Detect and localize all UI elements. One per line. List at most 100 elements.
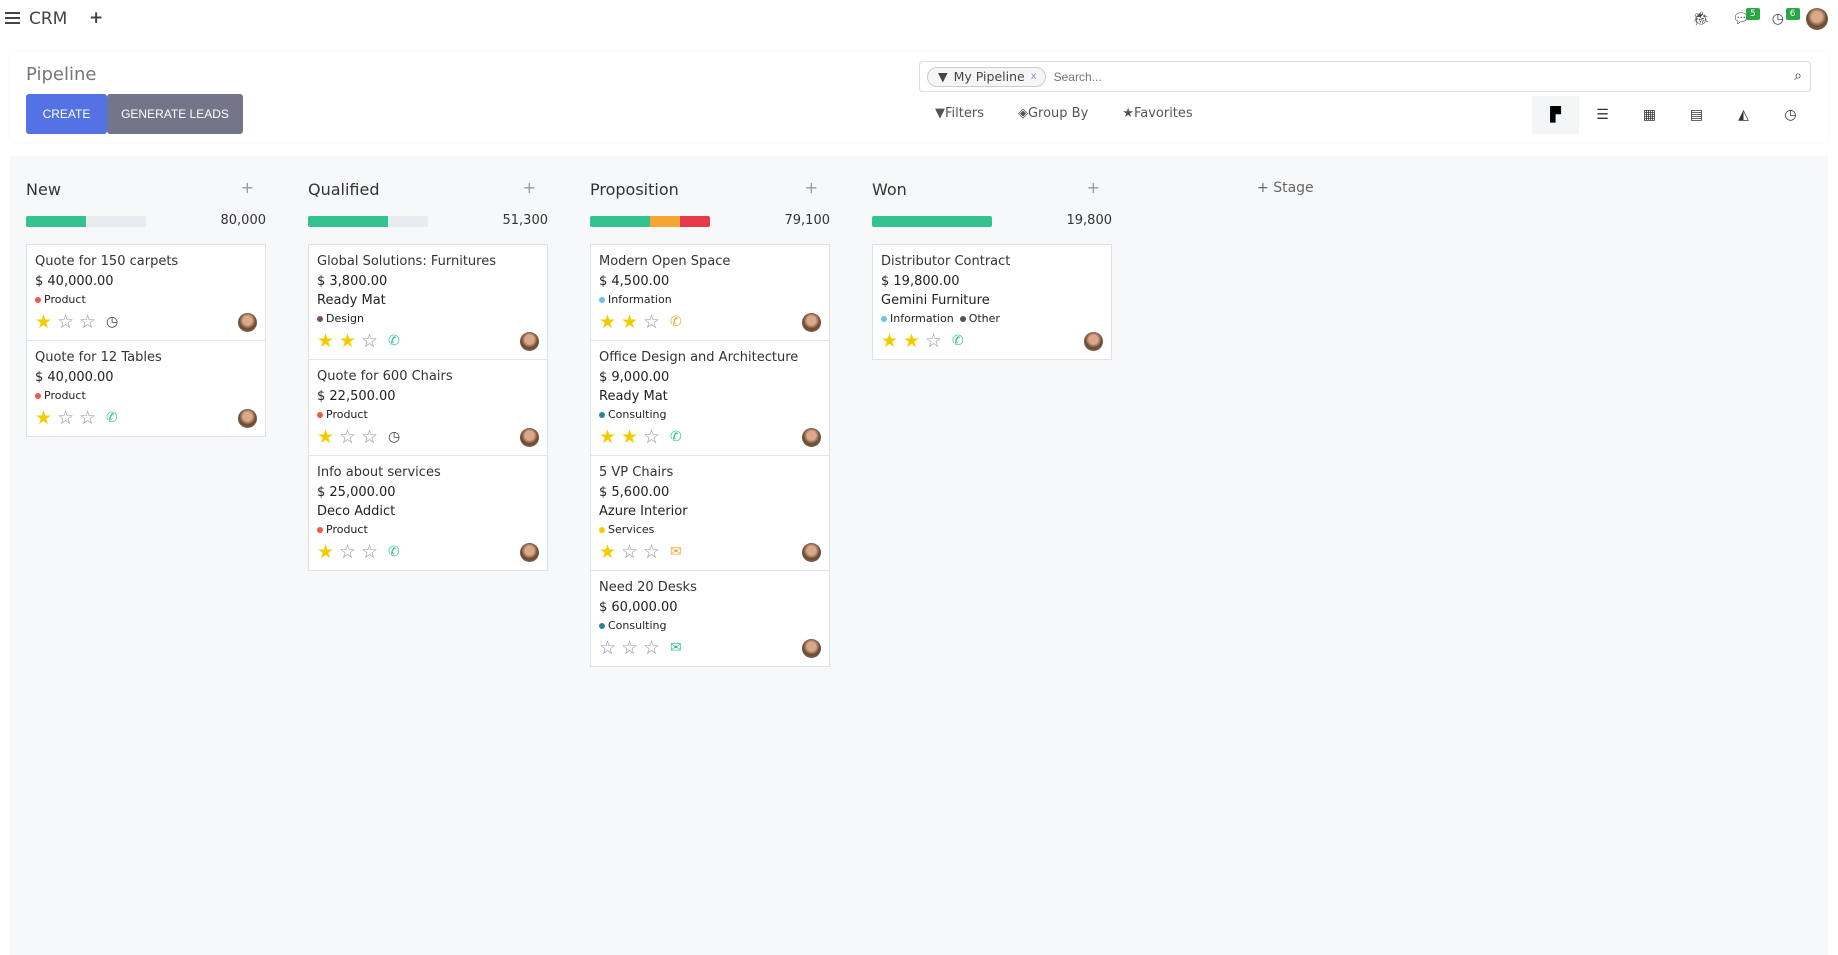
priority-star-icon[interactable]: ★ bbox=[903, 330, 921, 352]
priority-star-icon[interactable]: ☆ bbox=[599, 637, 617, 659]
group-by-button[interactable]: ◈Group By bbox=[1018, 106, 1088, 121]
view-switcher: ▛ ☰ ▦ ▤ ◭ ◷ bbox=[1532, 96, 1814, 134]
kanban-card[interactable]: Quote for 600 Chairs $ 22,500.00 Product ★… bbox=[309, 360, 547, 456]
priority-star-icon[interactable]: ☆ bbox=[643, 311, 661, 333]
envelope-icon[interactable]: ✉ bbox=[670, 544, 682, 560]
card-partner: Ready Mat bbox=[599, 389, 668, 404]
column-progress-bar[interactable] bbox=[26, 216, 146, 227]
clock-icon[interactable]: ◷ bbox=[388, 429, 401, 445]
envelope-icon[interactable]: ✉ bbox=[670, 640, 682, 656]
phone-icon[interactable]: ✆ bbox=[952, 333, 964, 349]
priority-star-icon[interactable]: ★ bbox=[621, 311, 639, 333]
calendar-view-icon[interactable]: ▦ bbox=[1642, 107, 1657, 123]
column-title[interactable]: Won bbox=[872, 180, 907, 199]
progress-segment[interactable] bbox=[872, 216, 992, 227]
column-title[interactable]: New bbox=[26, 180, 61, 199]
list-view-icon[interactable]: ☰ bbox=[1596, 107, 1609, 123]
bug-icon[interactable]: 🐞︎ bbox=[1692, 11, 1710, 27]
layers-icon: ◈ bbox=[1017, 106, 1028, 121]
priority-star-icon[interactable]: ☆ bbox=[79, 407, 97, 429]
quick-create-icon[interactable]: + bbox=[1086, 178, 1100, 197]
kanban-card[interactable]: Quote for 12 Tables $ 40,000.00 Product ★ ☆… bbox=[27, 341, 265, 436]
generate-leads-button[interactable]: GENERATE LEADS bbox=[107, 94, 243, 134]
column-progress-bar[interactable] bbox=[872, 216, 992, 227]
column-progress-bar[interactable] bbox=[590, 216, 710, 227]
tag: Design bbox=[317, 312, 364, 325]
kanban-card[interactable]: Quote for 150 carpets $ 40,000.00 Product… bbox=[27, 245, 265, 341]
phone-icon[interactable]: ✆ bbox=[388, 544, 400, 560]
kanban-card[interactable]: Info about services $ 25,000.00 Deco Addi… bbox=[309, 456, 547, 570]
progress-segment[interactable] bbox=[308, 216, 389, 227]
priority-star-icon[interactable]: ☆ bbox=[57, 311, 75, 333]
priority-star-icon[interactable]: ★ bbox=[35, 407, 53, 429]
pivot-view-icon[interactable]: ▤ bbox=[1689, 107, 1704, 123]
column-title[interactable]: Proposition bbox=[590, 180, 679, 199]
priority-star-icon[interactable]: ☆ bbox=[339, 426, 357, 448]
progress-segment[interactable] bbox=[590, 216, 650, 227]
plus-icon[interactable]: + bbox=[89, 8, 104, 28]
column-title[interactable]: Qualified bbox=[308, 180, 380, 199]
tag-color-dot bbox=[599, 412, 605, 418]
activities-button[interactable]: ◷ 6 bbox=[1772, 8, 1800, 27]
search-icon[interactable]: ⌕ bbox=[1794, 68, 1802, 84]
activity-view-icon[interactable]: ◷ bbox=[1784, 107, 1797, 123]
priority-star-icon[interactable]: ★ bbox=[881, 330, 899, 352]
phone-icon[interactable]: ✆ bbox=[388, 333, 400, 349]
favorites-button[interactable]: ★Favorites bbox=[1122, 106, 1192, 121]
kanban-card[interactable]: Distributor Contract $ 19,800.00 Gemini F… bbox=[873, 245, 1111, 359]
tag-color-dot bbox=[881, 316, 887, 322]
column-progress-bar[interactable] bbox=[308, 216, 428, 227]
add-stage-button[interactable]: + Stage bbox=[1257, 180, 1314, 196]
priority-star-icon[interactable]: ☆ bbox=[79, 311, 97, 333]
priority-star-icon[interactable]: ☆ bbox=[339, 541, 357, 563]
priority-star-icon[interactable]: ☆ bbox=[621, 637, 639, 659]
messages-button[interactable]: 💬︎ 5 bbox=[1732, 8, 1760, 27]
priority-star-icon[interactable]: ☆ bbox=[361, 541, 379, 563]
priority-star-icon[interactable]: ★ bbox=[317, 426, 335, 448]
kanban-card[interactable]: Office Design and Architecture $ 9,000.0… bbox=[591, 341, 829, 456]
priority-star-icon[interactable]: ★ bbox=[599, 311, 617, 333]
priority-star-icon[interactable]: ☆ bbox=[643, 426, 661, 448]
tag: Product bbox=[35, 389, 86, 402]
progress-segment[interactable] bbox=[650, 216, 680, 227]
quick-create-icon[interactable]: + bbox=[240, 178, 254, 197]
priority-star-icon[interactable]: ☆ bbox=[57, 407, 75, 429]
priority-star-icon[interactable]: ☆ bbox=[643, 541, 661, 563]
progress-segment[interactable] bbox=[26, 216, 86, 227]
priority-star-icon[interactable]: ★ bbox=[621, 426, 639, 448]
priority-star-icon[interactable]: ★ bbox=[35, 311, 53, 333]
priority-star-icon[interactable]: ★ bbox=[599, 541, 617, 563]
priority-star-icon[interactable]: ★ bbox=[317, 330, 335, 352]
kanban-card[interactable]: Need 20 Desks $ 60,000.00 Consulting ☆ ☆ ☆ ✉ bbox=[591, 571, 829, 666]
clock-icon[interactable]: ◷ bbox=[106, 314, 119, 330]
menu-icon[interactable] bbox=[5, 12, 20, 24]
priority-star-icon[interactable]: ★ bbox=[339, 330, 357, 352]
kanban-view-icon[interactable]: ▛ bbox=[1532, 96, 1579, 134]
salesperson-avatar bbox=[802, 313, 821, 332]
remove-facet-icon[interactable]: x bbox=[1030, 70, 1037, 82]
priority-star-icon[interactable]: ☆ bbox=[621, 541, 639, 563]
priority-star-icon[interactable]: ☆ bbox=[361, 426, 379, 448]
graph-view-icon[interactable]: ◭ bbox=[1738, 107, 1749, 123]
phone-icon[interactable]: ✆ bbox=[670, 429, 682, 445]
priority-star-icon[interactable]: ★ bbox=[317, 541, 335, 563]
app-name[interactable]: CRM bbox=[29, 9, 68, 29]
progress-segment[interactable] bbox=[680, 216, 710, 227]
priority-star-icon[interactable]: ☆ bbox=[643, 637, 661, 659]
user-avatar[interactable] bbox=[1806, 8, 1828, 30]
priority-star-icon[interactable]: ★ bbox=[599, 426, 617, 448]
quick-create-icon[interactable]: + bbox=[804, 178, 818, 197]
quick-create-icon[interactable]: + bbox=[522, 178, 536, 197]
priority-star-icon[interactable]: ☆ bbox=[361, 330, 379, 352]
search-input[interactable] bbox=[1053, 69, 1780, 84]
filters-button[interactable]: ▼Filters bbox=[935, 106, 984, 121]
page-title: Pipeline bbox=[26, 64, 97, 85]
kanban-card[interactable]: 5 VP Chairs $ 5,600.00 Azure Interior Serv… bbox=[591, 456, 829, 571]
kanban-card[interactable]: Modern Open Space $ 4,500.00 Information ★… bbox=[591, 245, 829, 341]
kanban-card[interactable]: Global Solutions: Furnitures $ 3,800.00 R… bbox=[309, 245, 547, 360]
phone-icon[interactable]: ✆ bbox=[106, 410, 118, 426]
card-title: Quote for 12 Tables bbox=[35, 350, 162, 365]
create-button[interactable]: CREATE bbox=[26, 94, 107, 134]
phone-icon[interactable]: ✆ bbox=[670, 314, 682, 330]
priority-star-icon[interactable]: ☆ bbox=[925, 330, 943, 352]
